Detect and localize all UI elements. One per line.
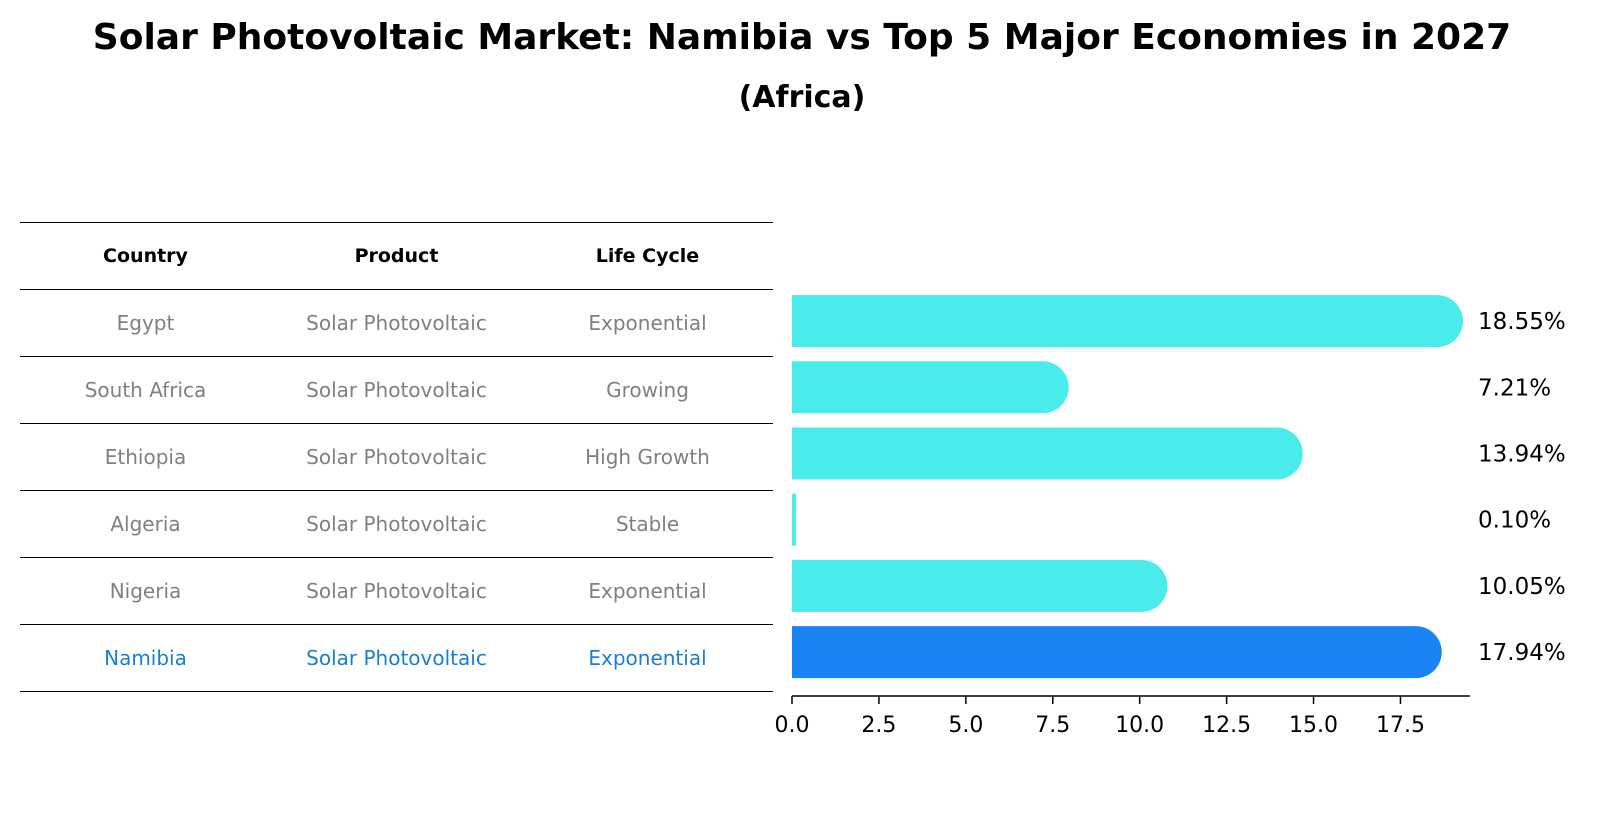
cell-life-cycle: Exponential — [588, 646, 707, 670]
cell-country: Ethiopia — [104, 445, 187, 469]
cell-life-cycle: Exponential — [588, 311, 707, 335]
cell-product: Solar Photovoltaic — [306, 445, 487, 469]
data-label-egypt: 18.55% — [1478, 309, 1566, 335]
x-tick-label: 0.0 — [775, 713, 810, 738]
table-row: South Africa Solar Photovoltaic Growing — [20, 356, 773, 423]
cell-country: Algeria — [110, 512, 181, 536]
cell-life-cycle: Exponential — [588, 579, 707, 603]
data-label-namibia: 17.94% — [1478, 640, 1566, 666]
bar-south-africa — [792, 361, 1069, 414]
data-label-south-africa: 7.21% — [1478, 375, 1551, 401]
bar-ethiopia — [792, 427, 1303, 480]
x-tick-label: 5.0 — [948, 713, 983, 738]
table-row: Ethiopia Solar Photovoltaic High Growth — [20, 423, 773, 490]
header-life-cycle: Life Cycle — [595, 245, 700, 267]
cell-country: South Africa — [84, 378, 207, 402]
bar-nigeria — [792, 559, 1168, 612]
header-country: Country — [103, 245, 188, 267]
cell-country: Egypt — [116, 311, 175, 335]
table-row-highlighted: Namibia Solar Photovoltaic Exponential — [20, 624, 773, 692]
x-tick-label: 10.0 — [1115, 713, 1164, 738]
cell-country: Namibia — [104, 646, 187, 670]
cell-product: Solar Photovoltaic — [306, 579, 487, 603]
table-header-row: Country Product Life Cycle — [20, 222, 773, 289]
x-tick-label: 15.0 — [1289, 713, 1338, 738]
data-label-ethiopia: 13.94% — [1478, 442, 1566, 468]
x-tick-label: 17.5 — [1376, 713, 1425, 738]
table-row: Egypt Solar Photovoltaic Exponential — [20, 289, 773, 356]
x-tick-label: 12.5 — [1202, 713, 1251, 738]
chart-subtitle: (Africa) — [738, 80, 866, 115]
x-tick-label: 7.5 — [1035, 713, 1070, 738]
bar-algeria — [792, 493, 796, 546]
bar-namibia — [792, 626, 1442, 679]
chart-title: Solar Photovoltaic Market: Namibia vs To… — [92, 17, 1512, 58]
header-product: Product — [354, 245, 439, 267]
data-label-algeria: 0.10% — [1478, 508, 1551, 534]
table-row: Nigeria Solar Photovoltaic Exponential — [20, 557, 773, 624]
cell-product: Solar Photovoltaic — [306, 512, 487, 536]
cell-product: Solar Photovoltaic — [306, 646, 487, 670]
cell-product: Solar Photovoltaic — [306, 311, 487, 335]
cell-life-cycle: Stable — [615, 512, 680, 536]
cell-life-cycle: Growing — [606, 378, 689, 402]
data-label-nigeria: 10.05% — [1478, 574, 1566, 600]
cell-product: Solar Photovoltaic — [306, 378, 487, 402]
bar-egypt — [792, 295, 1463, 348]
table-row: Algeria Solar Photovoltaic Stable — [20, 490, 773, 557]
cell-country: Nigeria — [109, 579, 182, 603]
cell-life-cycle: High Growth — [585, 445, 710, 469]
x-tick-label: 2.5 — [861, 713, 896, 738]
country-table: Country Product Life Cycle Egypt Solar P… — [20, 222, 773, 692]
